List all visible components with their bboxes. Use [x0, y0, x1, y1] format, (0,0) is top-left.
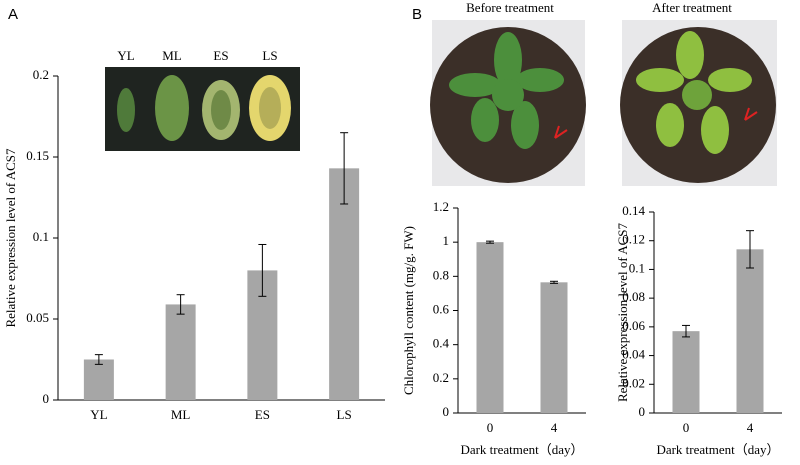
bar: [540, 282, 568, 413]
y-tick-label: 0.4: [433, 336, 450, 351]
bar: [329, 168, 360, 400]
inset-label: LS: [262, 48, 277, 63]
y-tick-label: 0.04: [622, 347, 645, 362]
y-axis-label: Relative expression level of ACS7: [3, 148, 18, 328]
bar: [672, 331, 700, 413]
x-tick-label: 0: [683, 420, 690, 435]
inset-label: YL: [117, 48, 134, 63]
y-tick-label: 0.6: [433, 301, 450, 316]
y-tick-label: 0.8: [433, 267, 449, 282]
x-axis-label: Dark treatment（day）: [460, 442, 583, 457]
x-tick-label: YL: [90, 407, 107, 422]
y-tick-label: 0.2: [433, 370, 449, 385]
photo-title: Before treatment: [466, 0, 554, 15]
bar: [736, 249, 764, 413]
inset-label: ES: [213, 48, 228, 63]
y-tick-label: 0.08: [622, 289, 645, 304]
bar: [165, 304, 196, 400]
x-tick-label: 4: [551, 420, 558, 435]
y-tick-label: 1: [443, 233, 450, 248]
y-tick-label: 0.15: [26, 148, 49, 163]
panel-label: A: [8, 6, 18, 23]
y-tick-label: 0.1: [33, 229, 49, 244]
y-tick-label: 0.2: [33, 67, 49, 82]
leaf-photo: [105, 67, 300, 151]
y-tick-label: 0.05: [26, 310, 49, 325]
x-axis-label: Dark treatment（day）: [656, 442, 779, 457]
x-tick-label: 4: [747, 420, 754, 435]
x-tick-label: ES: [255, 407, 270, 422]
y-tick-label: 0.12: [622, 232, 645, 247]
y-tick-label: 0: [443, 404, 450, 419]
y-tick-label: 0.14: [622, 203, 645, 218]
x-tick-label: ML: [171, 407, 191, 422]
x-tick-label: 0: [487, 420, 494, 435]
y-axis-label: Chlorophyll content (mg/g. FW): [401, 226, 416, 395]
bar: [476, 242, 504, 413]
y-tick-label: 0.06: [622, 318, 645, 333]
plant-photo: [430, 20, 777, 186]
panel-label: B: [412, 6, 422, 23]
y-tick-label: 0.02: [622, 375, 645, 390]
y-axis-label: Relative expression level of ACS7: [615, 222, 630, 402]
y-tick-label: 0.1: [629, 260, 645, 275]
y-tick-label: 0: [639, 404, 646, 419]
x-tick-label: LS: [337, 407, 352, 422]
photo-title: After treatment: [652, 0, 732, 15]
y-tick-label: 1.2: [433, 199, 449, 214]
inset-label: ML: [162, 48, 182, 63]
y-tick-label: 0: [43, 391, 50, 406]
bar: [83, 359, 114, 400]
